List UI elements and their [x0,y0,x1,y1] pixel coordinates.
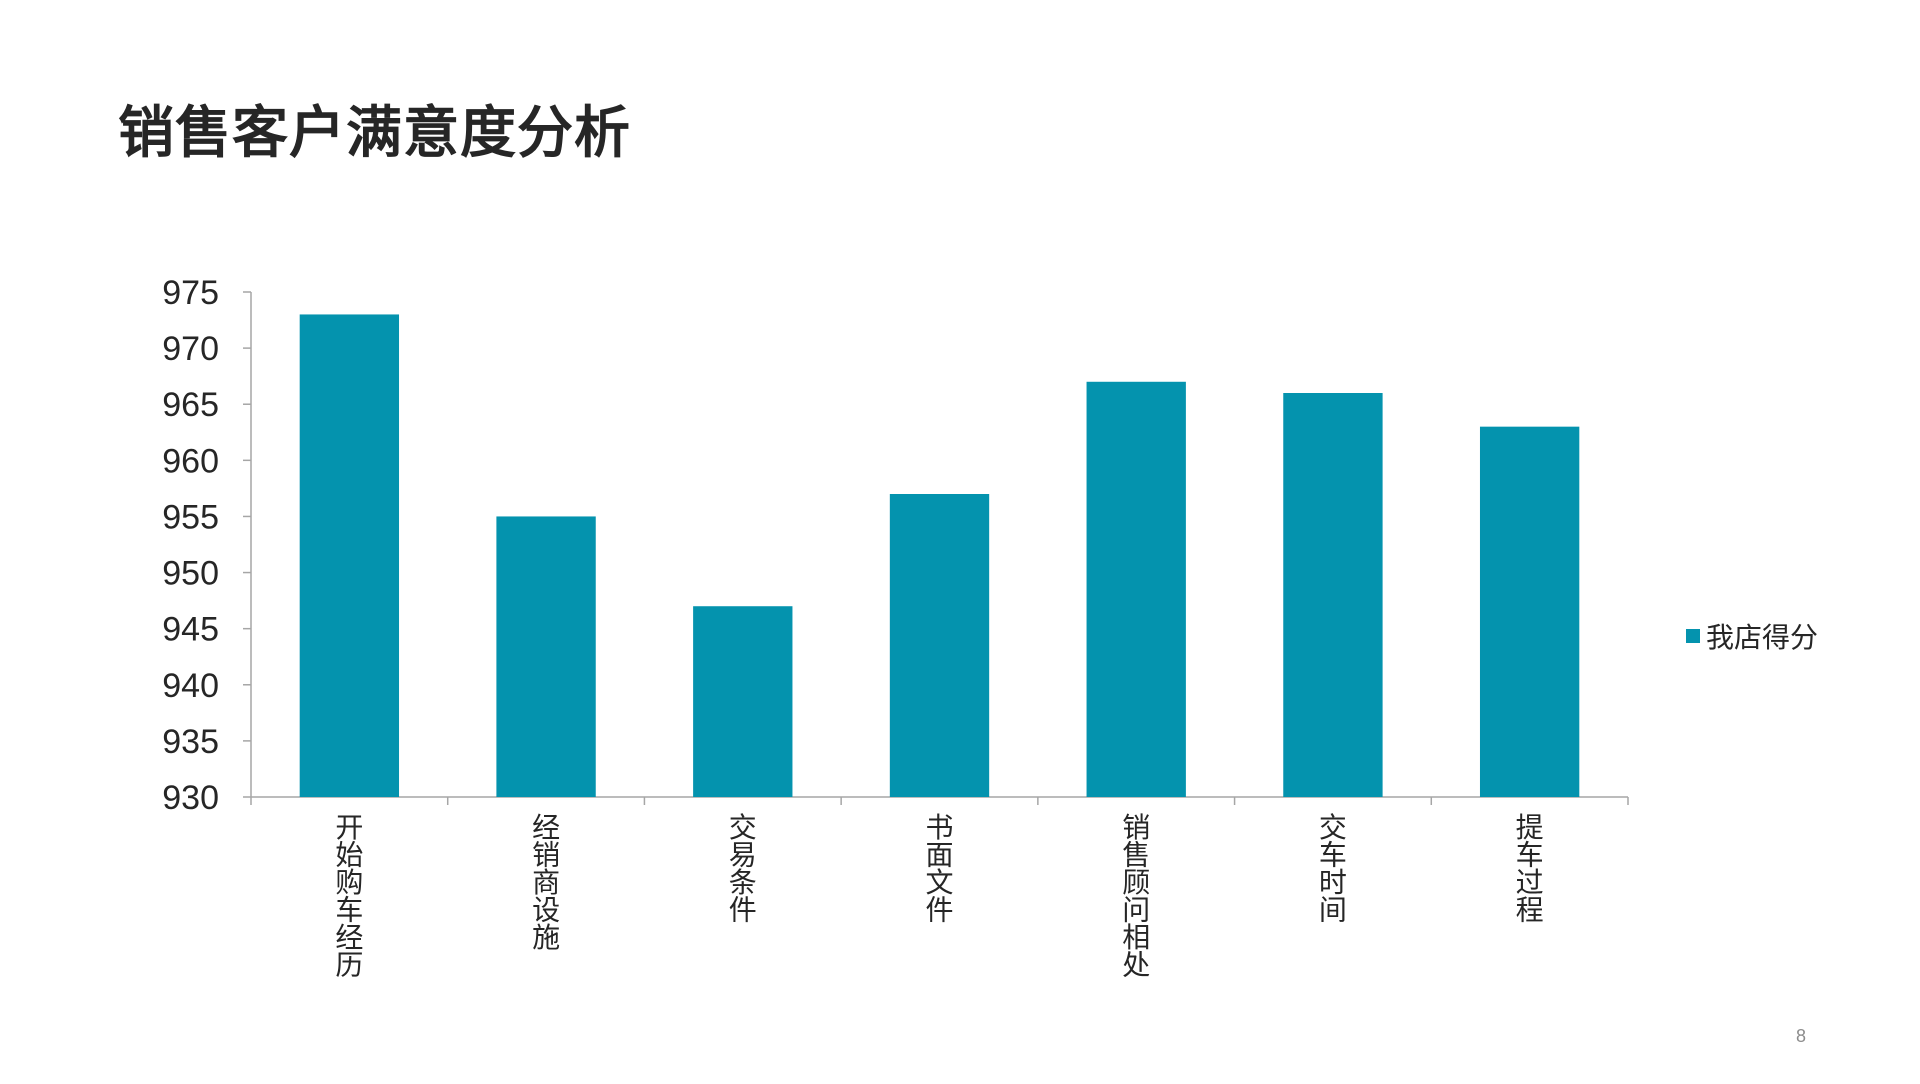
x-tick-label: 销售顾问相处 [1122,812,1150,981]
y-tick-label: 960 [162,442,219,480]
x-tick-label: 交车时间 [1319,812,1347,926]
bar [496,516,596,797]
y-axis: 930 935 940 945 950 955 960 965 970 975 [162,274,252,817]
bar [1479,426,1580,797]
legend-swatch [1686,629,1700,643]
y-tick-label: 955 [162,498,219,536]
page-title: 销售客户满意度分析 [118,101,631,166]
bar [889,494,990,797]
x-tick-label: 书面文件 [925,812,953,926]
bar [299,314,400,797]
x-tick-label: 提车过程 [1516,812,1544,926]
y-tick-label: 970 [162,330,219,368]
x-tick-label: 开始购车经历 [335,812,363,981]
y-tick-label: 950 [162,555,219,593]
bar [693,606,793,797]
bars [299,314,1580,797]
x-tick-label: 经销商设施 [532,812,560,953]
y-tick-label: 945 [162,611,219,649]
x-tick-label: 交易条件 [729,812,757,926]
y-tick-label: 965 [162,386,219,424]
page-number: 8 [1796,1026,1807,1046]
y-tick-label: 935 [162,723,219,761]
bar [1283,393,1383,797]
legend-label: 我店得分 [1706,622,1818,653]
y-tick-label: 930 [162,779,219,817]
y-tick-label: 940 [162,667,219,705]
x-tick-labels: 开始购车经历 经销商设施 交易条件 书面文件 销售顾问相处 交车时间 提车过程 [335,812,1543,981]
legend: 我店得分 [1686,622,1818,653]
bar [1086,381,1186,797]
y-tick-label: 975 [162,274,219,312]
x-axis [250,796,1629,805]
